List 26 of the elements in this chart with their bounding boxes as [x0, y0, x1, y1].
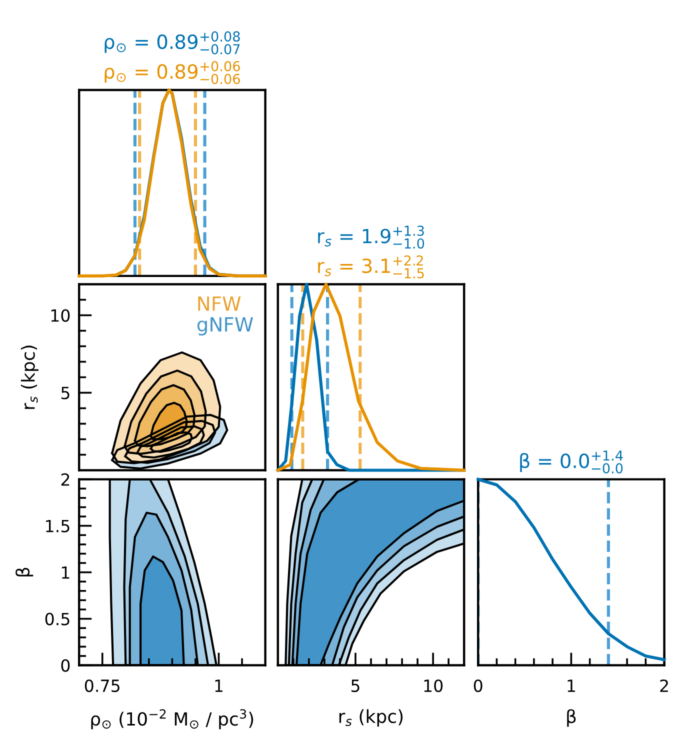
y-tick-label: 1	[62, 566, 70, 579]
y-axis-title: β	[16, 568, 34, 576]
x-tick-label: 10	[424, 679, 443, 692]
y-tick-label: 2	[61, 473, 70, 486]
x-axis-title: β	[567, 709, 576, 727]
text: r$_{s}$ = 1.9$^{+1.3}$$_{−1.0}$	[318, 226, 424, 249]
x-tick-label: 1	[568, 680, 575, 692]
text: ρ$_{⊙}$ (10$^{−2}$ M$_{⊙}$ / pc$^{3}$)	[91, 709, 254, 730]
x-tick-label: 0.75	[84, 679, 120, 692]
x-tick-label: 0	[474, 679, 482, 692]
y-tick-label: 10	[51, 309, 70, 322]
y-tick-label: 0	[61, 659, 70, 672]
x-tick-label: 5	[351, 680, 360, 692]
y-tick-label: 1.5	[46, 520, 70, 532]
y-tick-label: 0.5	[45, 612, 70, 626]
y-axis-title: r$_{s}$ (kpc)	[20, 346, 38, 409]
y-tick-label: 5	[61, 386, 70, 400]
text: ρ$_{⊙}$ = 0.89$^{+0.06}$$_{−0.06}$	[104, 61, 240, 84]
text: β = 0.0$^{+1.4}$$_{−0.0}$	[520, 450, 623, 474]
text: r$_{s}$ = 3.1$^{+2.2}$$_{−1.5}$	[318, 255, 424, 278]
text: NFW	[198, 296, 241, 311]
x-tick-label: 1	[215, 680, 223, 692]
text: ρ$_{⊙}$ = 0.89$^{+0.08}$$_{−0.07}$	[104, 31, 240, 54]
text: gNFW	[197, 317, 253, 336]
x-tick-label: 2	[660, 679, 668, 692]
x-axis-title: r$_{s}$ (kpc)	[339, 709, 403, 727]
